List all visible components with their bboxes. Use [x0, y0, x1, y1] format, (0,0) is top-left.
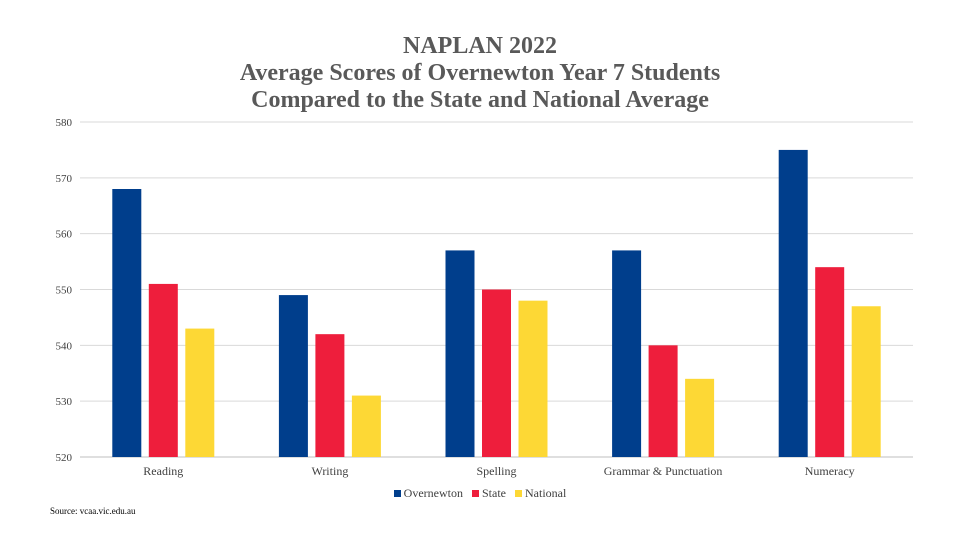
- y-tick-label: 550: [56, 285, 73, 297]
- bar-overnewton: [445, 250, 475, 457]
- bar-national: [685, 378, 715, 457]
- bar-state: [315, 334, 345, 457]
- legend-label-national: National: [525, 486, 567, 500]
- bar-state: [815, 267, 845, 457]
- bar-overnewton: [112, 189, 142, 457]
- bar-overnewton: [778, 149, 808, 457]
- legend-swatch-state: [472, 490, 479, 497]
- bar-national: [851, 306, 881, 457]
- legend-label-state: State: [482, 486, 506, 500]
- bar-national: [185, 328, 215, 457]
- x-tick-label: Writing: [311, 464, 348, 478]
- x-tick-label: Numeracy: [805, 464, 855, 478]
- legend-swatch-overnewton: [393, 490, 401, 497]
- bar-overnewton: [278, 295, 308, 457]
- bar-state: [482, 289, 511, 457]
- x-tick-label: Grammar & Punctuation: [604, 464, 723, 478]
- legend: Overnewton State National: [0, 486, 960, 501]
- legend-label-overnewton: Overnewton: [403, 486, 463, 500]
- bar-national: [518, 300, 548, 457]
- chart-title-line-3: Compared to the State and National Avera…: [251, 87, 709, 113]
- chart-title-line-2: Average Scores of Overnewton Year 7 Stud…: [239, 60, 721, 86]
- y-tick-label: 560: [56, 229, 73, 241]
- chart-title-line-1: NAPLAN 2022: [403, 33, 557, 59]
- y-tick-label: 520: [56, 452, 73, 464]
- source-note: Source: vcaa.vic.edu.au: [50, 506, 136, 516]
- bar-overnewton: [612, 250, 642, 457]
- y-tick-label: 530: [56, 396, 73, 408]
- legend-item-overnewton: Overnewton: [393, 486, 463, 501]
- chart-title: NAPLAN 2022 Average Scores of Overnewton…: [0, 33, 960, 114]
- x-tick-label: Spelling: [476, 464, 516, 478]
- bar-state: [648, 345, 678, 457]
- x-tick-label: Reading: [143, 464, 183, 478]
- y-tick-label: 540: [56, 340, 73, 352]
- y-tick-label: 570: [56, 173, 73, 185]
- legend-item-state: State: [472, 486, 506, 501]
- bar-state: [148, 283, 178, 457]
- legend-swatch-national: [515, 490, 522, 497]
- bar-national: [351, 395, 381, 457]
- legend-item-national: National: [515, 486, 566, 501]
- y-tick-label: 580: [56, 117, 73, 129]
